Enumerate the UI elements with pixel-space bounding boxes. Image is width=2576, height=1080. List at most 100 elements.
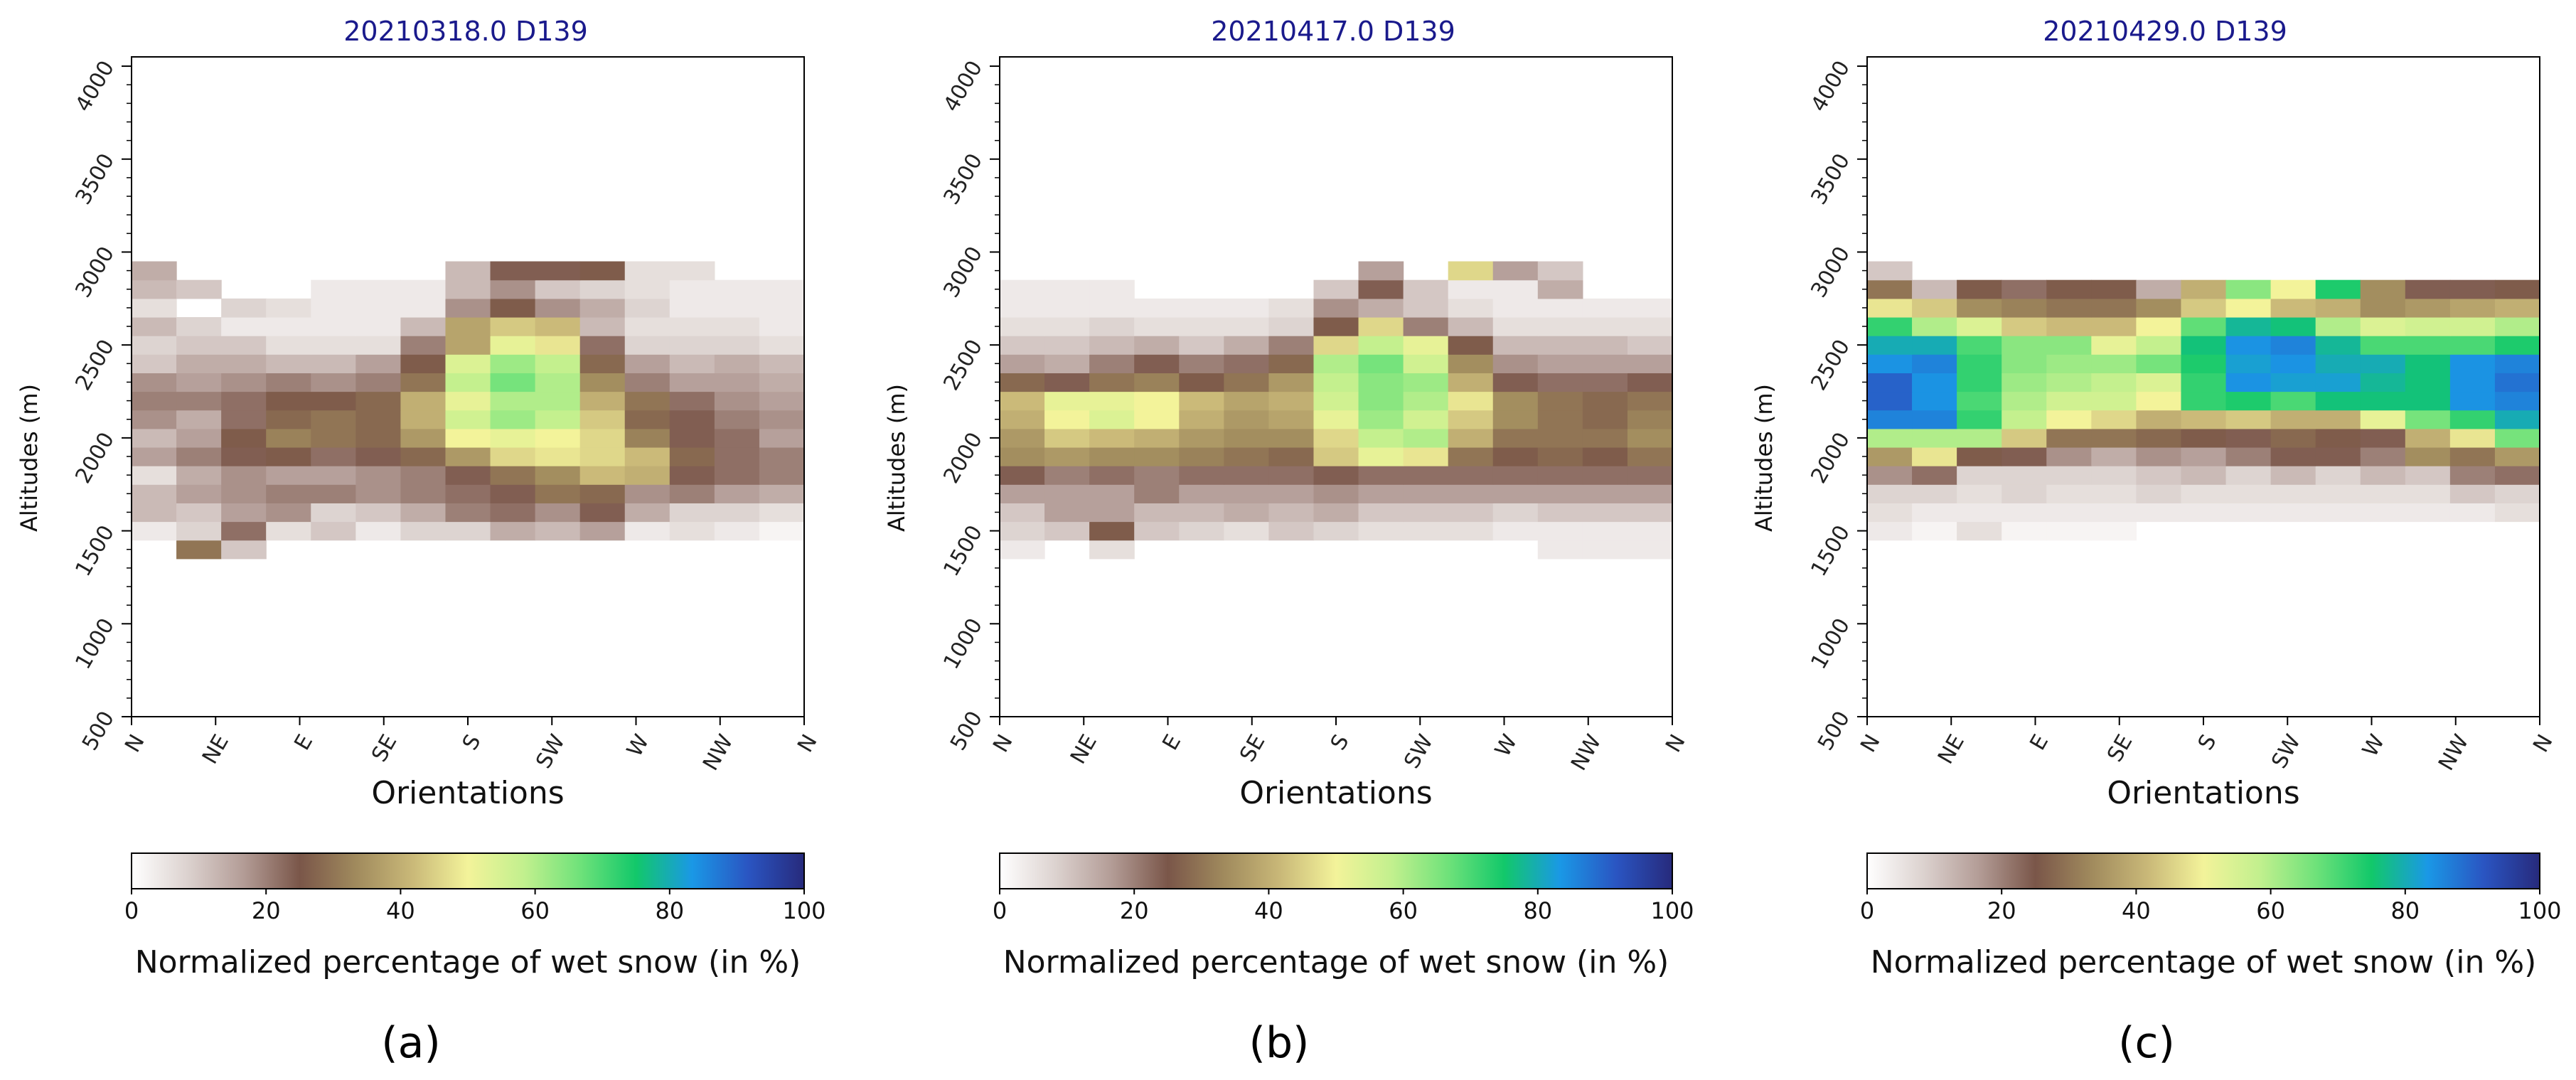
heatmap-cell	[490, 410, 536, 429]
heatmap-cell	[2136, 503, 2182, 523]
heatmap-cell	[579, 336, 626, 355]
heatmap-cell	[1089, 503, 1135, 523]
heatmap-cell	[356, 336, 401, 355]
heatmap-cell	[714, 410, 760, 429]
heatmap-cell	[1867, 410, 1913, 429]
heatmap-cell	[1268, 316, 1315, 336]
x-tick-label: SW	[1399, 730, 1438, 773]
heatmap-cell	[400, 336, 447, 355]
y-tick-label: 4000	[939, 57, 987, 117]
heatmap-cell	[714, 466, 760, 485]
colorbar-tick-label: 40	[2122, 897, 2151, 924]
heatmap-cell	[490, 298, 536, 318]
heatmap-cell	[1358, 261, 1404, 281]
heatmap-cell	[311, 410, 356, 429]
heatmap-cell	[2091, 354, 2137, 373]
heatmap-cell	[1358, 354, 1404, 373]
heatmap-cell	[2449, 316, 2496, 336]
panel-2: 20210417.0 D1395001000150020002500300035…	[883, 16, 1694, 1068]
y-axis: 500 1000 1500 2000 2500 3000 3500 4000	[70, 57, 132, 755]
heatmap-cell	[2136, 428, 2182, 448]
heatmap-cell	[2002, 316, 2047, 336]
heatmap-cell	[356, 316, 401, 336]
heatmap-cell	[1492, 336, 1539, 355]
heatmap-cell	[1044, 279, 1090, 299]
colorbar-tick-label: 80	[2390, 897, 2420, 924]
heatmap-cell	[2449, 428, 2496, 448]
heatmap-cell	[490, 447, 536, 466]
heatmap-cell	[1627, 298, 1673, 318]
heatmap-cell	[2360, 316, 2406, 336]
heatmap-cell	[1492, 261, 1539, 281]
heatmap-cell	[535, 279, 581, 299]
heatmap-cell	[221, 373, 267, 392]
heatmap-cell	[221, 521, 267, 541]
y-axis-label: Altitudes (m)	[883, 384, 910, 532]
heatmap-cell	[624, 354, 670, 373]
heatmap-cell	[2270, 354, 2316, 373]
heatmap-cell	[1912, 336, 1957, 355]
heatmap-cell	[1403, 336, 1449, 355]
heatmap-cell	[1582, 447, 1628, 466]
heatmap-cell	[490, 261, 536, 281]
heatmap-cell	[1000, 279, 1045, 299]
heatmap-cell	[2046, 316, 2092, 336]
heatmap-cell	[1000, 521, 1045, 541]
heatmap-cell	[2136, 373, 2182, 392]
heatmap-cell	[669, 484, 715, 503]
heatmap-cell	[624, 428, 670, 448]
heatmap-cell	[1582, 410, 1628, 429]
heatmap-cell	[2449, 373, 2496, 392]
heatmap-cell	[535, 466, 581, 485]
x-tick-label: S	[458, 730, 486, 754]
heatmap-cell	[400, 521, 447, 541]
x-tick-label: SE	[2102, 730, 2137, 766]
heatmap-cell	[2449, 503, 2496, 523]
heatmap-cell	[2405, 410, 2451, 429]
heatmap-cell	[579, 503, 626, 523]
colorbar-tick-label: 40	[1254, 897, 1283, 924]
heatmap-cell	[669, 279, 715, 299]
heatmap-cell	[132, 261, 177, 281]
x-tick-label: S	[2193, 730, 2222, 754]
heatmap-cell	[2136, 336, 2182, 355]
heatmap-cell	[1089, 410, 1135, 429]
heatmap-cell	[400, 391, 447, 411]
heatmap-cell	[535, 447, 581, 466]
heatmap-cell	[669, 261, 715, 281]
heatmap-cell	[2091, 428, 2137, 448]
heatmap-cell	[356, 484, 401, 503]
heatmap-cell	[1957, 484, 2002, 503]
heatmap-cell	[1179, 428, 1224, 448]
colorbar	[1866, 852, 2540, 889]
colorbar-tick-label: 20	[1120, 897, 1149, 924]
heatmap-cell	[2091, 298, 2137, 318]
heatmap-cell	[669, 466, 715, 485]
heatmap-cell	[714, 373, 760, 392]
heatmap-cell	[1179, 484, 1224, 503]
heatmap-cell	[1627, 521, 1673, 541]
heatmap-cell	[1448, 336, 1494, 355]
x-tick-label: NW	[2434, 730, 2474, 775]
heatmap-cell	[1358, 521, 1404, 541]
y-tick-label: 4000	[1806, 57, 1854, 117]
x-tick-label: W	[622, 730, 654, 761]
y-tick-label: 1500	[939, 521, 987, 581]
heatmap-cell	[1224, 391, 1269, 411]
heatmap-cell	[1867, 447, 1913, 466]
heatmap-cell	[1403, 373, 1449, 392]
heatmap-cell	[2181, 336, 2227, 355]
heatmap-cell	[1492, 503, 1539, 523]
heatmap-cell	[759, 410, 805, 429]
heatmap-cell	[535, 428, 581, 448]
x-axis: N NE E SE S SW W NW N	[120, 717, 823, 775]
heatmap-cell	[2360, 503, 2406, 523]
heatmap-cell	[311, 354, 356, 373]
heatmap-cell	[1448, 298, 1494, 318]
heatmap-cell	[2091, 466, 2137, 485]
panel-3: 20210429.0 D1395001000150020002500300035…	[1751, 16, 2562, 1068]
heatmap-cell	[1957, 503, 2002, 523]
heatmap-cell	[176, 336, 222, 355]
heatmap-cell	[266, 373, 311, 392]
heatmap-cell	[669, 391, 715, 411]
